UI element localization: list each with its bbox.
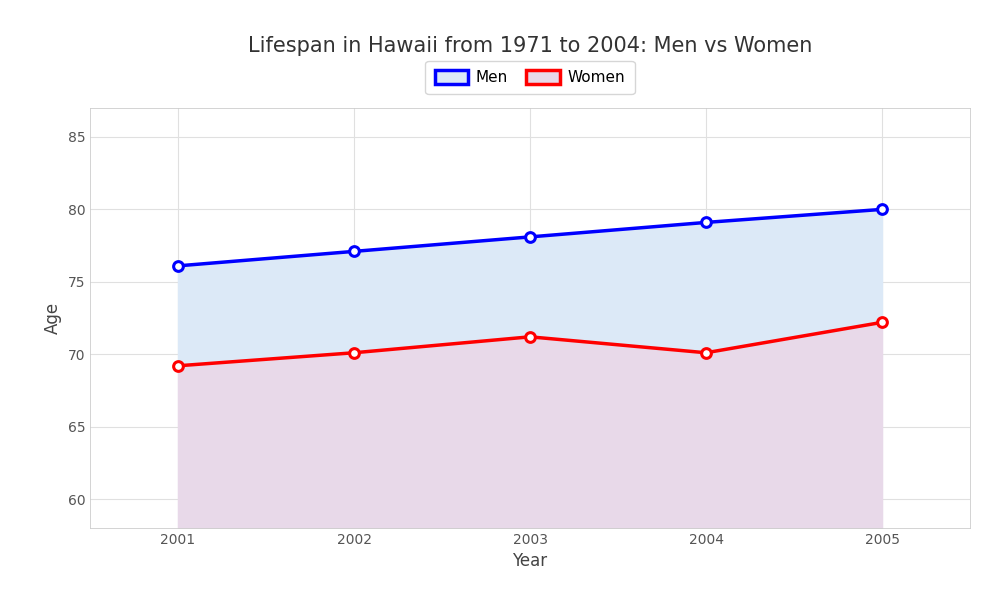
Women xyxy=(524,333,536,340)
X-axis label: Year: Year xyxy=(512,553,548,571)
Men xyxy=(700,219,712,226)
Title: Lifespan in Hawaii from 1971 to 2004: Men vs Women: Lifespan in Hawaii from 1971 to 2004: Me… xyxy=(248,37,812,56)
Y-axis label: Age: Age xyxy=(44,302,62,334)
Women xyxy=(348,349,360,356)
Women xyxy=(172,362,184,370)
Women xyxy=(876,319,888,326)
Men xyxy=(348,248,360,255)
Men xyxy=(172,262,184,269)
Legend: Men, Women: Men, Women xyxy=(425,61,635,94)
Men xyxy=(524,233,536,241)
Line: Women: Women xyxy=(173,317,887,371)
Line: Men: Men xyxy=(173,205,887,271)
Women xyxy=(700,349,712,356)
Men xyxy=(876,206,888,213)
